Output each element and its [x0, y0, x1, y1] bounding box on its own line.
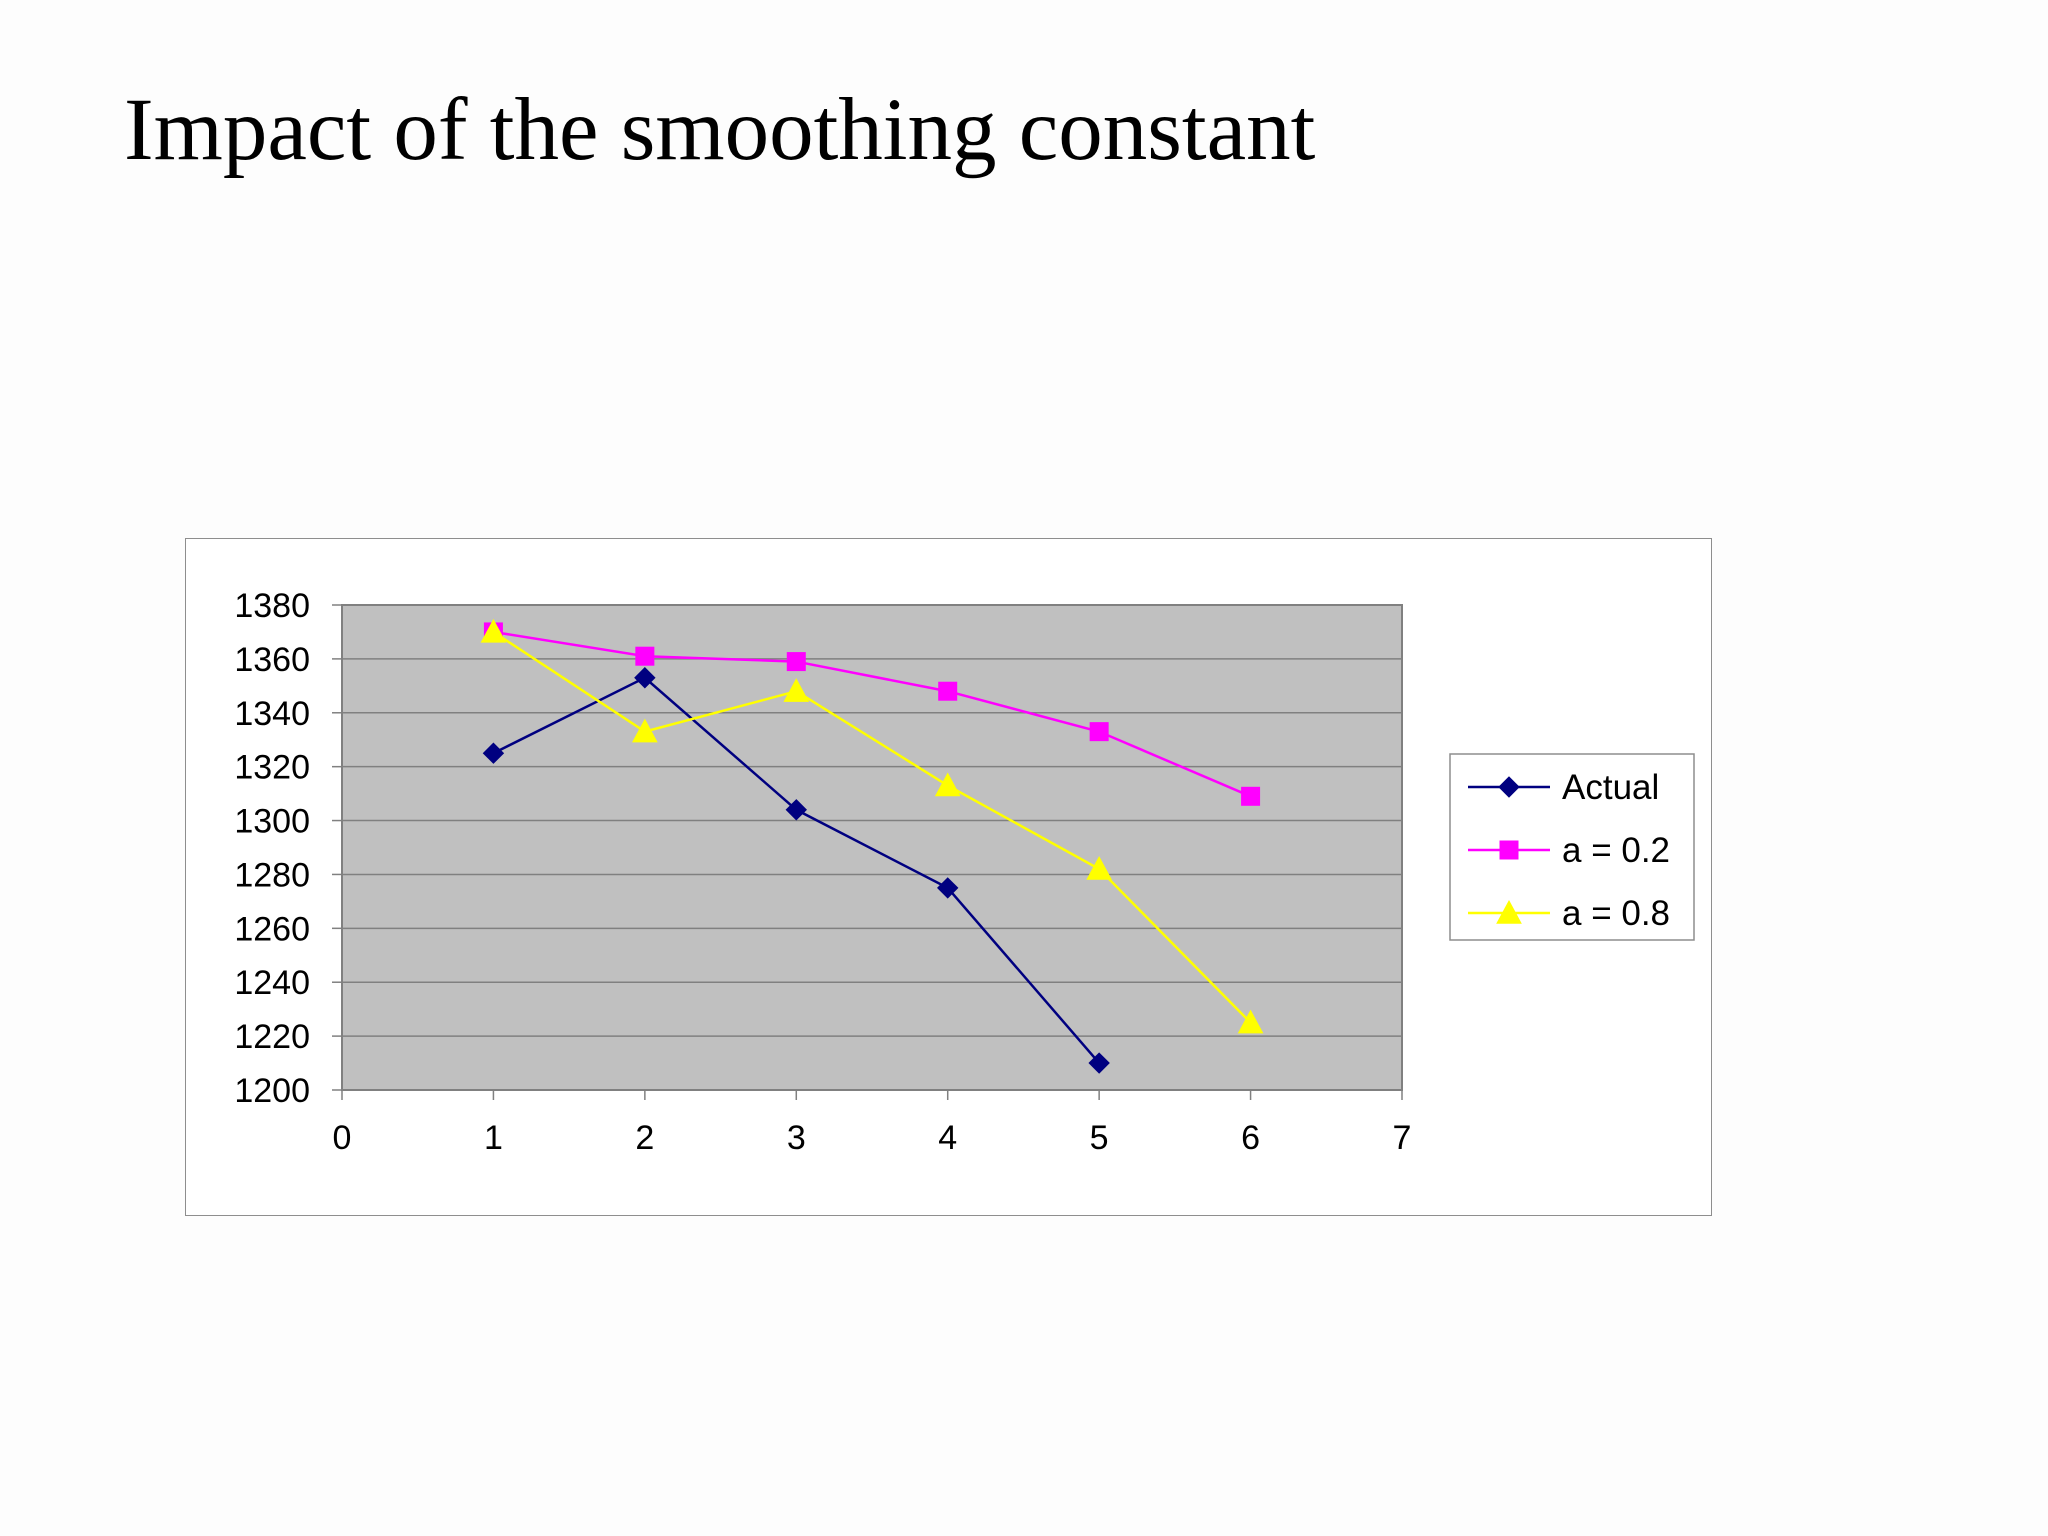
data-point: [785, 799, 807, 821]
legend-marker: [1496, 899, 1522, 924]
data-point: [937, 877, 959, 899]
x-tick-label: 2: [635, 1119, 654, 1157]
series-3: [480, 618, 1264, 1034]
x-tick-label: 3: [787, 1119, 806, 1157]
legend-box: [1449, 753, 1695, 941]
data-point: [1086, 856, 1112, 880]
x-tick-label: 5: [1090, 1119, 1109, 1157]
data-point: [1237, 1009, 1264, 1034]
series-1: [482, 667, 1110, 1074]
y-tick-label: 1200: [234, 1072, 310, 1110]
x-tick-label: 7: [1393, 1119, 1412, 1157]
data-point: [786, 652, 806, 672]
data-point: [934, 772, 961, 797]
legend-label: a = 0.8: [1562, 894, 1670, 933]
y-tick-label: 1240: [234, 964, 310, 1002]
y-tick-label: 1320: [234, 749, 310, 787]
data-point: [1241, 786, 1261, 806]
series-group: [480, 618, 1264, 1074]
x-tick-label: 6: [1241, 1119, 1260, 1157]
data-point: [635, 646, 655, 666]
series-line: [492, 630, 1252, 1024]
legend: Actual a = 0.2 a = 0.8: [1449, 753, 1695, 941]
x-tick-label: 4: [938, 1119, 957, 1157]
data-point: [938, 681, 958, 701]
legend-label: a = 0.2: [1562, 831, 1670, 870]
data-point: [634, 667, 656, 689]
series-2: [483, 622, 1261, 806]
y-tick-label: 1360: [234, 641, 310, 679]
legend-item: Actual: [1468, 768, 1659, 807]
y-tick-label: 1260: [234, 910, 310, 948]
series-line: [493, 630, 1252, 798]
gridlines: [342, 604, 1402, 1091]
axes: 1200122012401260128013001320134013601380…: [234, 587, 1411, 1157]
y-tick-label: 1340: [234, 695, 310, 733]
legend-label: Actual: [1562, 768, 1659, 807]
y-tick-label: 1380: [234, 587, 310, 625]
y-tick-label: 1220: [234, 1018, 310, 1056]
legend-marker: [1498, 776, 1520, 798]
data-point: [480, 618, 507, 643]
slide-title: Impact of the smoothing constant: [124, 81, 1316, 179]
data-point: [1088, 1052, 1110, 1074]
y-tick-label: 1280: [234, 856, 310, 894]
data-point: [783, 678, 810, 702]
legend-marker: [1499, 840, 1519, 860]
data-point: [482, 742, 505, 764]
data-point: [632, 718, 658, 743]
data-point: [1089, 722, 1109, 742]
legend-item: a = 0.2: [1468, 831, 1670, 870]
y-tick-label: 1300: [234, 803, 310, 841]
x-tick-label: 1: [484, 1119, 503, 1157]
x-tick-label: 0: [333, 1119, 352, 1157]
legend-item: a = 0.8: [1468, 894, 1670, 933]
